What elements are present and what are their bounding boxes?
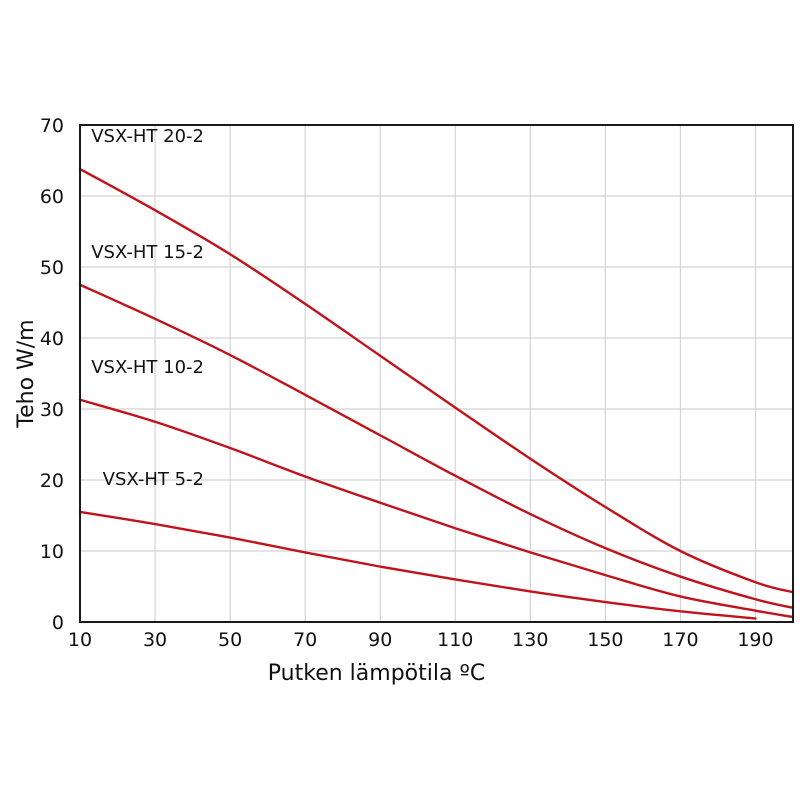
series-label: VSX-HT 20-2: [91, 126, 204, 147]
y-tick-labels: 0 10 20 30 40 50 60 70: [40, 115, 64, 634]
y-tick-label: 30: [40, 399, 64, 421]
x-tick-label: 10: [68, 629, 92, 651]
x-tick-label: 110: [437, 629, 473, 651]
x-tick-labels: 10 30 50 70 90 110 130 150 170 190: [68, 629, 774, 651]
series-line-vsx-ht-15-2: [78, 283, 795, 609]
series-labels: VSX-HT 20-2 VSX-HT 15-2 VSX-HT 10-2 VSX-HT …: [91, 126, 204, 490]
y-tick-label: 40: [40, 328, 64, 350]
series-label: VSX-HT 15-2: [91, 242, 204, 263]
grid-lines: [80, 125, 793, 622]
y-tick-label: 70: [40, 115, 64, 137]
y-tick-label: 20: [40, 470, 64, 492]
series-lines: [78, 167, 795, 620]
series-label: VSX-HT 5-2: [103, 469, 204, 490]
series-label: VSX-HT 10-2: [91, 357, 204, 378]
x-axis-title: Putken lämpötila ºC: [268, 661, 485, 686]
plot-area-frame: [79, 124, 794, 623]
series-line-vsx-ht-5-2: [78, 510, 757, 620]
y-tick-label: 60: [40, 186, 64, 208]
x-tick-label: 90: [368, 629, 392, 651]
x-tick-label: 190: [737, 629, 773, 651]
x-tick-label: 50: [218, 629, 242, 651]
x-tick-label: 30: [143, 629, 167, 651]
x-tick-label: 150: [587, 629, 623, 651]
y-tick-label: 0: [52, 612, 64, 634]
series-line-vsx-ht-20-2: [78, 167, 795, 594]
x-tick-label: 130: [512, 629, 548, 651]
series-line-vsx-ht-10-2: [78, 398, 795, 619]
x-tick-label: 70: [293, 629, 317, 651]
y-axis-title: Teho W/m: [14, 319, 39, 428]
y-tick-label: 50: [40, 257, 64, 279]
y-tick-label: 10: [40, 541, 64, 563]
x-tick-label: 170: [662, 629, 698, 651]
